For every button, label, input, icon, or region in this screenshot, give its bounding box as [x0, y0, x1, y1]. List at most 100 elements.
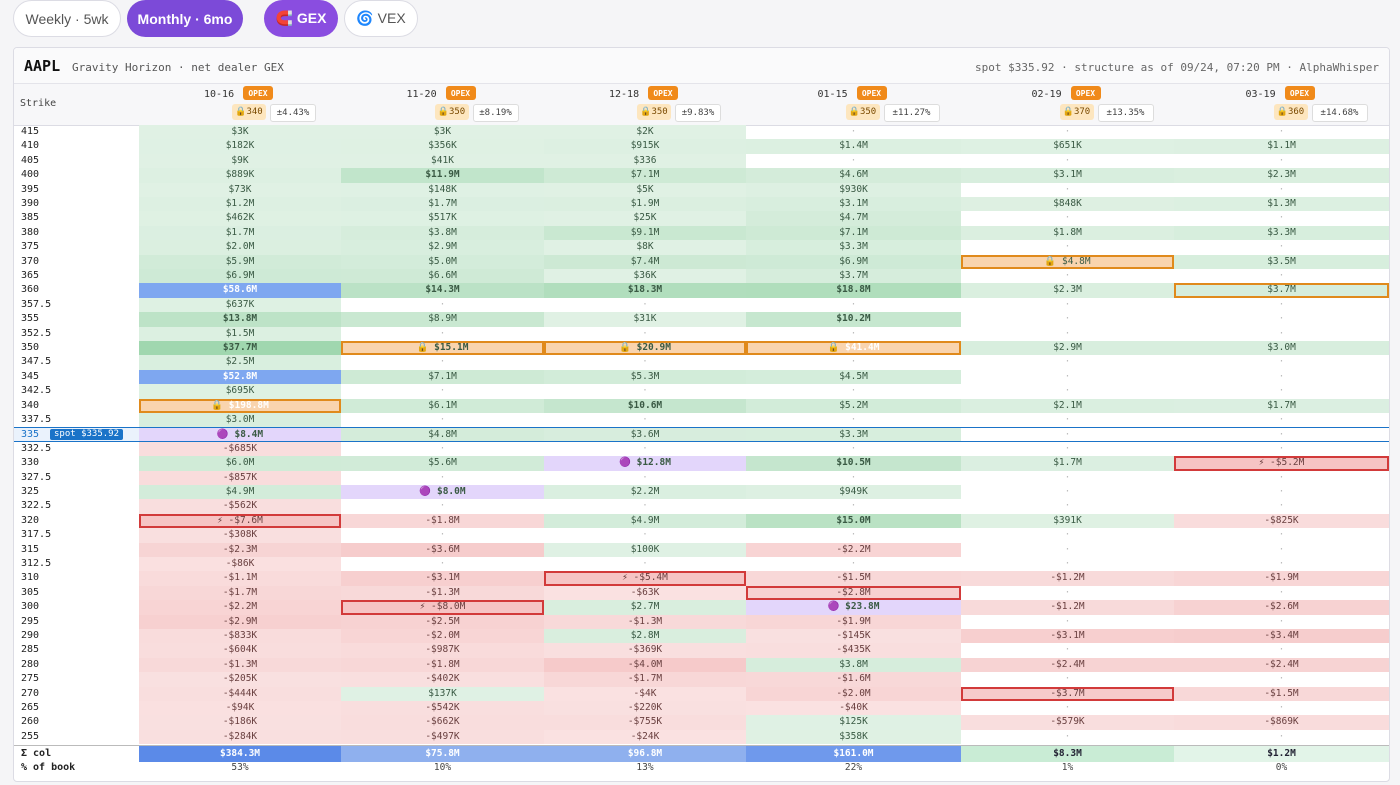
gex-cell[interactable]: $1.3M: [1174, 197, 1389, 212]
gex-cell[interactable]: ·: [642, 500, 648, 512]
gex-cell[interactable]: $3.3M: [746, 240, 961, 255]
gex-cell[interactable]: -$94K: [139, 701, 341, 716]
gex-cell[interactable]: $125K: [746, 715, 961, 730]
gex-cell[interactable]: ·: [1278, 414, 1285, 425]
gex-cell[interactable]: $3.0M: [139, 413, 341, 428]
gex-cell[interactable]: $3.3M: [1174, 225, 1389, 241]
gex-cell[interactable]: $1.4M: [746, 139, 961, 154]
gex-cell[interactable]: $14.3M: [341, 283, 544, 298]
gex-cell[interactable]: ·: [1278, 298, 1285, 310]
expiry-column-header[interactable]: 03-19 OPEX 🔒360 ±14.68%: [1174, 84, 1389, 125]
gex-cell[interactable]: $7.4M: [544, 254, 746, 269]
gex-cell[interactable]: $4.7M: [746, 211, 961, 226]
gex-cell[interactable]: $1.1M: [1174, 139, 1389, 154]
gex-cell[interactable]: $2.8M: [544, 629, 746, 644]
vex-toggle[interactable]: 🌀 VEX: [344, 0, 418, 37]
gex-cell[interactable]: -$24K: [544, 729, 746, 745]
gex-cell[interactable]: 🔒 $15.1M: [341, 341, 544, 356]
gex-cell[interactable]: ·: [1278, 673, 1285, 685]
gex-cell[interactable]: -$40K: [746, 701, 961, 716]
gex-cell[interactable]: -$1.3M: [341, 585, 544, 601]
gex-cell[interactable]: $2K: [544, 125, 746, 140]
gex-cell[interactable]: ·: [1064, 500, 1071, 512]
gex-cell[interactable]: ·: [1064, 442, 1071, 454]
gex-cell[interactable]: ·: [642, 471, 648, 483]
gex-cell[interactable]: $1.8M: [961, 225, 1174, 241]
gex-cell[interactable]: ·: [850, 298, 857, 310]
gex-cell[interactable]: $11.9M: [341, 168, 544, 183]
gex-cell[interactable]: $5.9M: [139, 254, 341, 269]
gex-cell[interactable]: ·: [1064, 471, 1071, 483]
gex-cell[interactable]: ·: [1278, 212, 1285, 224]
gex-cell[interactable]: -$2.8M: [746, 585, 961, 601]
expiry-column-header[interactable]: 01-15 OPEX 🔒350 ±11.27%: [746, 84, 961, 125]
gex-cell[interactable]: -$402K: [341, 672, 544, 687]
gex-cell[interactable]: ·: [439, 529, 446, 541]
gex-cell[interactable]: ·: [961, 428, 1174, 441]
gex-cell[interactable]: ·: [850, 327, 857, 339]
gex-cell[interactable]: $358K: [746, 729, 961, 745]
gex-cell[interactable]: $182K: [139, 139, 341, 154]
gex-cell[interactable]: $462K: [139, 211, 341, 226]
gex-cell[interactable]: ·: [1064, 298, 1071, 310]
gex-cell[interactable]: -$2.4M: [1174, 657, 1389, 673]
gex-cell[interactable]: ·: [1064, 702, 1071, 713]
gex-cell[interactable]: -$2.4M: [961, 657, 1174, 673]
gex-cell[interactable]: -$3.1M: [961, 629, 1174, 644]
gex-cell[interactable]: ·: [642, 558, 648, 569]
gex-cell[interactable]: -$1.8M: [341, 513, 544, 529]
gex-cell[interactable]: -$542K: [341, 701, 544, 716]
gex-cell[interactable]: 🔒 $41.4M: [746, 341, 961, 356]
gex-cell[interactable]: -$1.7M: [544, 672, 746, 687]
gex-cell[interactable]: -$2.2M: [139, 600, 341, 615]
gex-cell[interactable]: ·: [1278, 586, 1285, 598]
gex-cell[interactable]: $4.8M: [341, 428, 544, 441]
gex-cell[interactable]: $8K: [544, 240, 746, 255]
gex-cell[interactable]: -$3.1M: [341, 571, 544, 586]
gex-cell[interactable]: -$1.3M: [139, 657, 341, 673]
gex-cell[interactable]: $10.2M: [746, 312, 961, 327]
gex-cell[interactable]: ·: [1278, 126, 1285, 137]
gex-cell[interactable]: -$1.2M: [961, 600, 1174, 615]
gex-cell[interactable]: -$444K: [139, 686, 341, 701]
gex-cell[interactable]: $848K: [961, 197, 1174, 212]
gex-cell[interactable]: ·: [439, 471, 446, 483]
gex-cell[interactable]: ·: [1064, 183, 1071, 195]
gex-cell[interactable]: $9K: [139, 153, 341, 169]
gex-cell[interactable]: $2.9M: [961, 341, 1174, 356]
gex-cell[interactable]: $1.9M: [544, 197, 746, 212]
gex-cell[interactable]: ·: [1278, 529, 1285, 541]
gex-cell[interactable]: $10.6M: [544, 398, 746, 413]
expiry-column-header[interactable]: 02-19 OPEX 🔒370 ±13.35%: [961, 84, 1174, 125]
gex-cell[interactable]: $4.5M: [746, 369, 961, 385]
gex-cell[interactable]: $7.1M: [341, 369, 544, 385]
gex-cell[interactable]: $6.0M: [139, 456, 341, 471]
gex-cell[interactable]: ·: [1064, 356, 1071, 368]
gex-cell[interactable]: $1.7M: [139, 225, 341, 241]
gex-cell[interactable]: -$186K: [139, 715, 341, 730]
gex-cell[interactable]: -$2.5M: [341, 614, 544, 629]
gex-cell[interactable]: -$308K: [139, 528, 341, 543]
gex-cell[interactable]: $517K: [341, 211, 544, 226]
gex-cell[interactable]: $100K: [544, 542, 746, 557]
gex-cell[interactable]: -$825K: [1174, 513, 1389, 529]
gex-cell[interactable]: -$1.5M: [1174, 686, 1389, 701]
gex-cell[interactable]: -$4K: [544, 686, 746, 701]
gex-cell[interactable]: ·: [1064, 558, 1071, 569]
gex-cell[interactable]: ·: [439, 558, 446, 569]
gex-cell[interactable]: ·: [1278, 313, 1285, 325]
gex-cell[interactable]: $148K: [341, 182, 544, 197]
gex-cell[interactable]: $1.5M: [139, 326, 341, 341]
gex-cell[interactable]: -$435K: [746, 643, 961, 658]
gex-cell[interactable]: ·: [642, 356, 648, 368]
gex-cell[interactable]: ·: [642, 327, 648, 339]
gex-cell[interactable]: ·: [1278, 702, 1285, 713]
gex-cell[interactable]: ·: [850, 414, 857, 425]
gex-cell[interactable]: $3.8M: [746, 657, 961, 673]
gex-cell[interactable]: $2.5M: [139, 355, 341, 370]
gex-cell[interactable]: ·: [642, 385, 648, 397]
gex-cell[interactable]: -$2.3M: [139, 542, 341, 557]
gex-cell[interactable]: $3.1M: [746, 197, 961, 212]
gex-cell[interactable]: $7.1M: [544, 168, 746, 183]
gex-cell[interactable]: -$1.9M: [746, 614, 961, 629]
